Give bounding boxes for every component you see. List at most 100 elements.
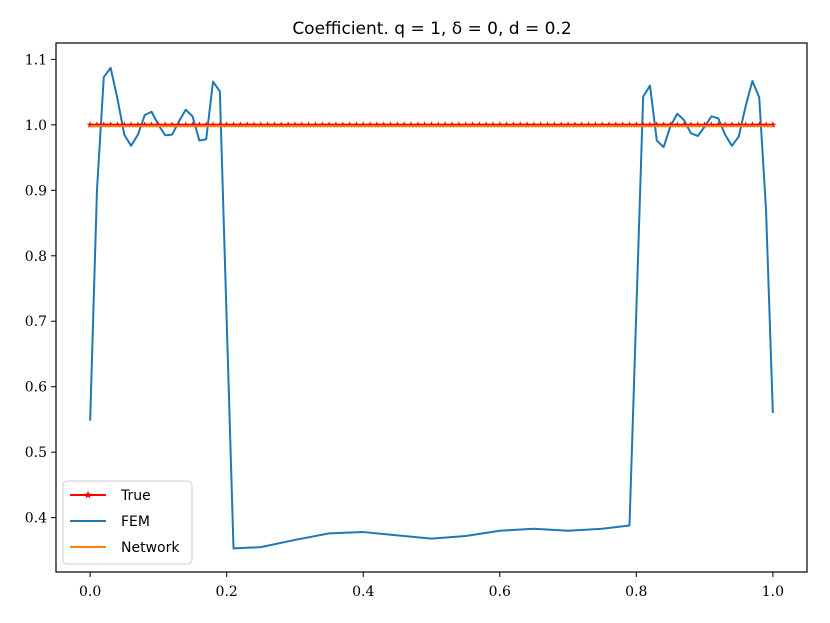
- true-marker: [510, 121, 517, 128]
- true-marker: [605, 121, 613, 128]
- y-tick-label: 0.5: [25, 445, 47, 461]
- y-tick-label: 1.0: [25, 118, 47, 134]
- y-tick-label: 1.1: [25, 52, 47, 68]
- true-marker: [325, 121, 333, 128]
- true-marker: [387, 121, 394, 128]
- true-marker: [243, 121, 251, 128]
- legend-marker: [84, 490, 92, 499]
- true-marker: [339, 121, 347, 128]
- true-marker: [455, 121, 463, 128]
- true-marker: [680, 121, 688, 128]
- true-marker: [687, 121, 695, 128]
- true-marker: [626, 121, 633, 128]
- true-marker: [154, 121, 162, 128]
- true-marker: [660, 121, 668, 128]
- true-marker: [557, 121, 565, 128]
- legend-label: True: [120, 488, 151, 504]
- true-marker: [312, 121, 319, 128]
- true-marker: [195, 121, 203, 128]
- true-marker: [318, 121, 326, 128]
- true-marker: [639, 121, 647, 128]
- true-marker: [516, 121, 524, 128]
- true-marker: [721, 121, 729, 128]
- true-marker: [277, 121, 285, 128]
- legend-label: Network: [121, 540, 180, 556]
- true-marker: [366, 121, 374, 128]
- true-marker: [284, 121, 292, 128]
- true-marker: [120, 121, 128, 128]
- true-marker: [735, 121, 743, 128]
- true-marker: [707, 121, 715, 128]
- true-marker: [107, 121, 115, 128]
- y-tick-label: 0.6: [25, 380, 47, 396]
- true-marker: [400, 121, 408, 128]
- true-marker: [421, 121, 429, 128]
- true-marker: [271, 121, 278, 128]
- true-marker: [202, 121, 210, 128]
- true-marker: [550, 121, 558, 128]
- true-marker: [175, 121, 183, 128]
- series-layer: [86, 66, 777, 550]
- true-marker: [291, 121, 299, 128]
- true-marker: [441, 121, 449, 128]
- true-marker: [148, 121, 156, 128]
- true-marker: [612, 121, 620, 128]
- x-tick-label: 0.0: [79, 584, 101, 600]
- true-marker: [114, 121, 121, 128]
- y-tick-label: 0.9: [25, 183, 47, 199]
- true-marker: [414, 121, 422, 128]
- true-marker: [359, 121, 367, 128]
- true-marker: [469, 121, 476, 128]
- true-marker: [250, 121, 258, 128]
- true-marker: [264, 121, 272, 128]
- true-marker: [305, 121, 313, 128]
- true-marker: [182, 121, 190, 128]
- plot-frame: [55, 42, 808, 573]
- true-marker: [489, 121, 497, 128]
- true-marker: [585, 121, 592, 128]
- true-marker: [223, 121, 231, 128]
- true-marker: [168, 121, 176, 128]
- true-marker: [571, 121, 579, 128]
- true-marker: [728, 121, 736, 128]
- true-marker: [86, 121, 94, 128]
- true-marker: [632, 121, 640, 128]
- true-marker: [591, 121, 599, 128]
- true-marker: [236, 121, 244, 128]
- true-marker: [434, 121, 442, 128]
- legend-box: [62, 480, 193, 565]
- x-tick-label: 0.8: [625, 584, 647, 600]
- true-marker: [257, 121, 265, 128]
- x-tick-label: 1.0: [762, 584, 784, 600]
- legend: True FEM Network: [62, 480, 193, 565]
- true-marker: [530, 121, 538, 128]
- legend-label: FEM: [121, 514, 150, 530]
- true-marker: [769, 121, 777, 128]
- true-marker: [694, 121, 702, 128]
- true-marker: [482, 121, 490, 128]
- true-marker: [380, 121, 388, 128]
- true-marker: [209, 121, 217, 128]
- true-marker: [619, 121, 627, 128]
- true-marker: [701, 121, 709, 128]
- true-marker: [448, 121, 456, 128]
- true-marker: [462, 121, 470, 128]
- axis-layer: 0.0 0.2 0.4 0.6 0.8 1.0 0.4 0.5 0.6 0.7 0.8 0.9 1.0 1…: [25, 52, 784, 600]
- true-marker: [523, 121, 531, 128]
- true-marker: [100, 121, 108, 128]
- true-marker: [755, 121, 763, 128]
- true-marker: [189, 121, 196, 128]
- true-marker: [646, 121, 654, 128]
- true-marker: [537, 121, 545, 128]
- true-marker: [503, 121, 511, 128]
- true-marker: [714, 121, 722, 128]
- true-marker: [393, 121, 401, 128]
- true-marker: [127, 121, 135, 128]
- true-marker: [564, 121, 572, 128]
- x-tick-label: 0.6: [489, 584, 511, 600]
- true-marker: [134, 121, 142, 128]
- true-marker: [667, 121, 674, 128]
- true-marker: [407, 121, 415, 128]
- true-marker: [762, 121, 770, 128]
